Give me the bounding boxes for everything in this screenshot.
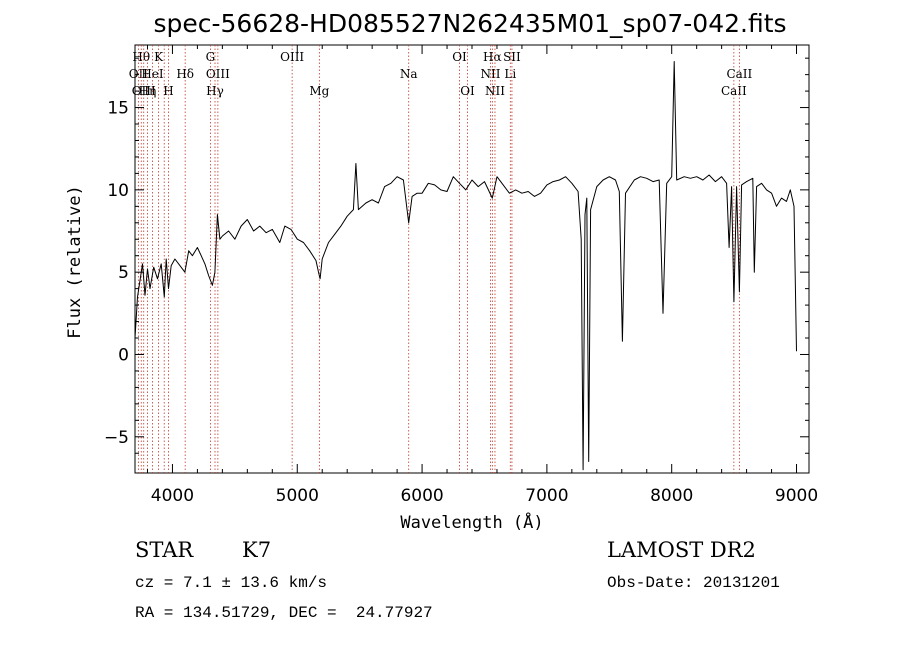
- line-marker-label-4: HeI: [141, 67, 164, 81]
- line-marker-label-14: Na: [400, 67, 418, 81]
- y-axis-label: Flux (relative): [65, 185, 85, 339]
- line-marker-label-3: Hη: [139, 84, 157, 98]
- y-tick-label-0: −5: [104, 428, 129, 448]
- line-marker-label-8: Hδ: [176, 67, 194, 81]
- observation-date: Obs-Date: 20131201: [607, 574, 780, 592]
- line-marker-label-12: OIII: [280, 50, 304, 64]
- plot-frame: [134, 44, 810, 474]
- y-tick-label-2: 5: [118, 263, 129, 283]
- line-marker-label-22: CaII: [721, 84, 747, 98]
- line-marker-label-15: OI: [452, 50, 467, 64]
- object-subclass: K7: [242, 538, 272, 562]
- line-marker-label-9: G: [206, 50, 216, 64]
- x-tick-label-4: 8000: [650, 486, 693, 506]
- line-marker-label-21: SII: [503, 50, 521, 64]
- line-marker-label-1: Hθ: [132, 50, 150, 64]
- flux-series: [134, 61, 797, 471]
- x-tick-label-5: 9000: [775, 486, 818, 506]
- x-tick-label-0: 4000: [151, 486, 194, 506]
- y-tick-label-3: 10: [107, 181, 129, 201]
- axis-ticks: 4000 5000 6000 7000 8000 9000 −5 0 5 10 15: [104, 45, 818, 506]
- line-marker-label-23: CaII: [726, 67, 752, 81]
- x-axis-label: Wavelength (Å): [400, 511, 543, 533]
- line-marker-label-2: OIII: [132, 84, 156, 98]
- y-tick-label-4: 15: [107, 99, 129, 119]
- x-tick-label-2: 6000: [400, 486, 443, 506]
- redshift-velocity: cz = 7.1 ± 13.6 km/s: [135, 574, 328, 592]
- line-marker-label-11: OIII: [206, 67, 230, 81]
- survey-name: LAMOST DR2: [607, 538, 756, 562]
- x-tick-label-3: 7000: [525, 486, 568, 506]
- line-marker-label-19: NII: [485, 84, 505, 98]
- line-marker-label-18: Hα: [483, 50, 502, 64]
- coordinates: RA = 134.51729, DEC = 24.77927: [135, 604, 433, 622]
- x-tick-label-1: 5000: [276, 486, 319, 506]
- line-marker-label-10: Hγ: [206, 84, 224, 98]
- line-marker-label-7: H: [163, 84, 173, 98]
- y-tick-label-1: 0: [118, 345, 129, 365]
- line-marker-label-13: Mg: [309, 84, 329, 98]
- line-marker-label-20: Li: [504, 67, 516, 81]
- spectrum-line-0: [134, 61, 797, 471]
- line-marker-label-17: NII: [480, 67, 500, 81]
- line-marker-label-16: OI: [460, 84, 475, 98]
- line-marker-label-5: K: [154, 50, 164, 64]
- chart-title: spec-56628-HD085527N262435M01_sp07-042.f…: [153, 9, 786, 38]
- object-class: STAR: [135, 538, 194, 562]
- line-markers: OIIHθOIIIHηHeIKHHδGHγOIIIOIIIMgNaOIOINII…: [129, 45, 753, 473]
